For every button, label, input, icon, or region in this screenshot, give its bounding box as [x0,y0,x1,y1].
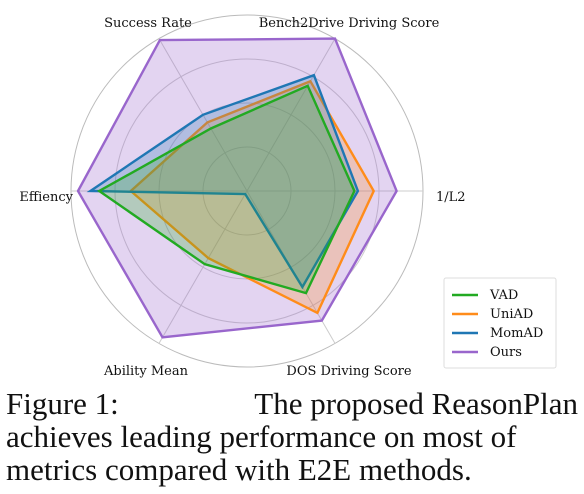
caption-line-1-text: The proposed ReasonPlan [254,386,578,421]
figure-caption: Figure 1: The proposed ReasonPlan achiev… [6,387,578,486]
axis-label-bench2drive: Bench2Drive Driving Score [259,16,440,31]
caption-line-2: achieves leading performance on most of [6,419,517,454]
axis-label-success-rate: Success Rate [104,16,192,31]
legend-label-momad: MomAD [490,326,543,341]
legend-label-ours: Ours [490,345,522,360]
grid-spoke [158,190,248,344]
series-layer [76,37,398,339]
legend-label-uniad: UniAD [490,307,533,322]
grid-spoke [246,38,336,192]
axis-labels: Bench2Drive Driving Score 1/L2 DOS Drivi… [19,16,465,379]
axis-label-dos-score: DOS Driving Score [286,364,411,379]
caption-line-3: metrics compared with E2E methods. [6,452,472,487]
axis-label-effiency: Effiency [19,190,73,205]
axis-label-ability-mean: Ability Mean [103,364,189,379]
axis-label-inv-l2: 1/L2 [436,190,466,205]
legend: VAD UniAD MomAD Ours [443,277,557,369]
series-vad [96,84,356,295]
caption-label: Figure 1: [6,386,119,421]
radar-chart: Bench2Drive Driving Score 1/L2 DOS Drivi… [19,14,557,379]
legend-label-vad: VAD [489,288,518,303]
legend-box [443,277,557,369]
series-momad [86,73,360,290]
caption-line-1: Figure 1: The proposed ReasonPlan [6,387,578,420]
